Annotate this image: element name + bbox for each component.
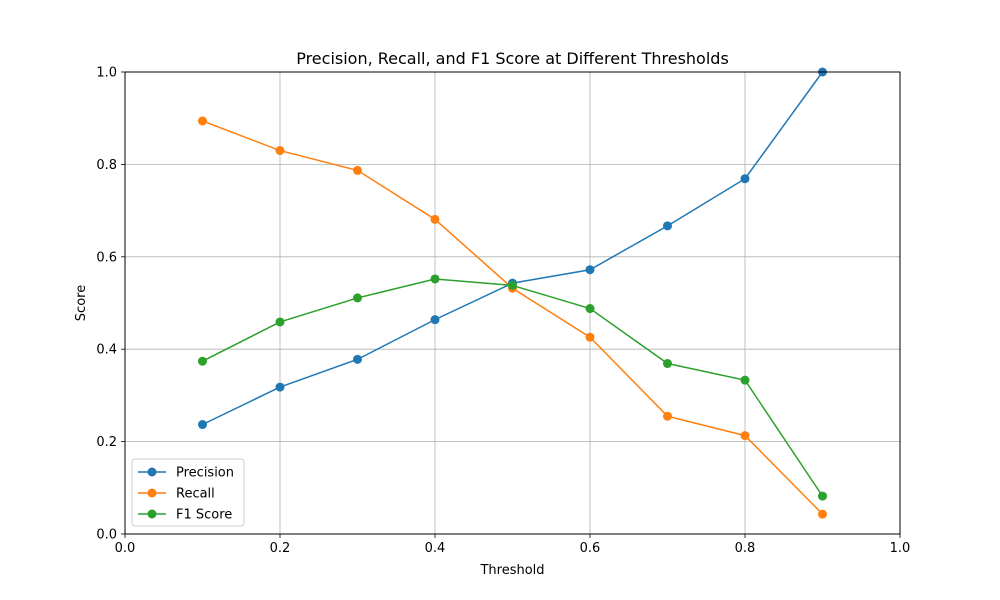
axis-ticks: 0.0 0.2 0.4 0.6 0.8 1.0 0.0 0.2 0.4 0.6 0.8 1.0 (96, 66, 910, 557)
x-tick-label: 0.6 (580, 541, 601, 556)
f1-score-point (430, 274, 440, 284)
f1-score-point (663, 359, 672, 369)
plot-frame (124, 71, 901, 535)
y-tick-label: 0.2 (96, 435, 117, 450)
f1-score-point (353, 293, 362, 303)
recall-point (353, 165, 362, 175)
precision-point (430, 315, 440, 325)
legend-label-recall: Recall (176, 487, 215, 502)
x-tick-label: 0.8 (735, 541, 756, 556)
precision-point (663, 221, 672, 231)
f1-score-point (198, 356, 207, 366)
recall-point (585, 332, 595, 342)
legend-marker-recall (147, 488, 157, 498)
y-tick-label: 0.0 (96, 528, 117, 543)
x-tick-label: 0.2 (270, 541, 291, 556)
y-tick-label: 0.8 (96, 158, 117, 173)
f1-score-point (740, 375, 750, 385)
recall-point (430, 214, 440, 224)
precision-point (275, 382, 285, 392)
x-tick-label: 0.0 (115, 541, 136, 556)
precision-point (740, 174, 750, 184)
y-axis-label: Score (74, 285, 89, 321)
y-tick-label: 0.6 (96, 250, 117, 265)
f1-score-point (275, 317, 285, 327)
precision-point (353, 354, 362, 364)
x-axis-label: Threshold (479, 563, 544, 578)
f1-score-point (508, 280, 517, 290)
y-tick-label: 1.0 (96, 66, 117, 81)
x-tick-label: 1.0 (890, 541, 911, 556)
recall-point (198, 116, 207, 126)
precision-point (198, 420, 207, 430)
recall-point (663, 411, 672, 421)
recall-point (818, 509, 827, 519)
x-tick-label: 0.4 (425, 541, 446, 556)
series-lines (198, 67, 827, 519)
legend-label-f1-score: F1 Score (176, 508, 232, 523)
legend-marker-f1-score (147, 509, 157, 519)
y-tick-label: 0.4 (96, 343, 117, 358)
f1-score-point (585, 304, 595, 314)
legend-label-precision: Precision (176, 466, 234, 481)
legend: Precision Recall F1 Score (131, 458, 245, 527)
f1-score-point (818, 491, 827, 501)
recall-point (740, 431, 750, 441)
legend-marker-precision (147, 467, 157, 477)
legend-box (131, 458, 245, 527)
precision-point (585, 265, 595, 275)
chart-title: Precision, Recall, and F1 Score at Diffe… (296, 49, 729, 68)
recall-point (275, 146, 285, 156)
